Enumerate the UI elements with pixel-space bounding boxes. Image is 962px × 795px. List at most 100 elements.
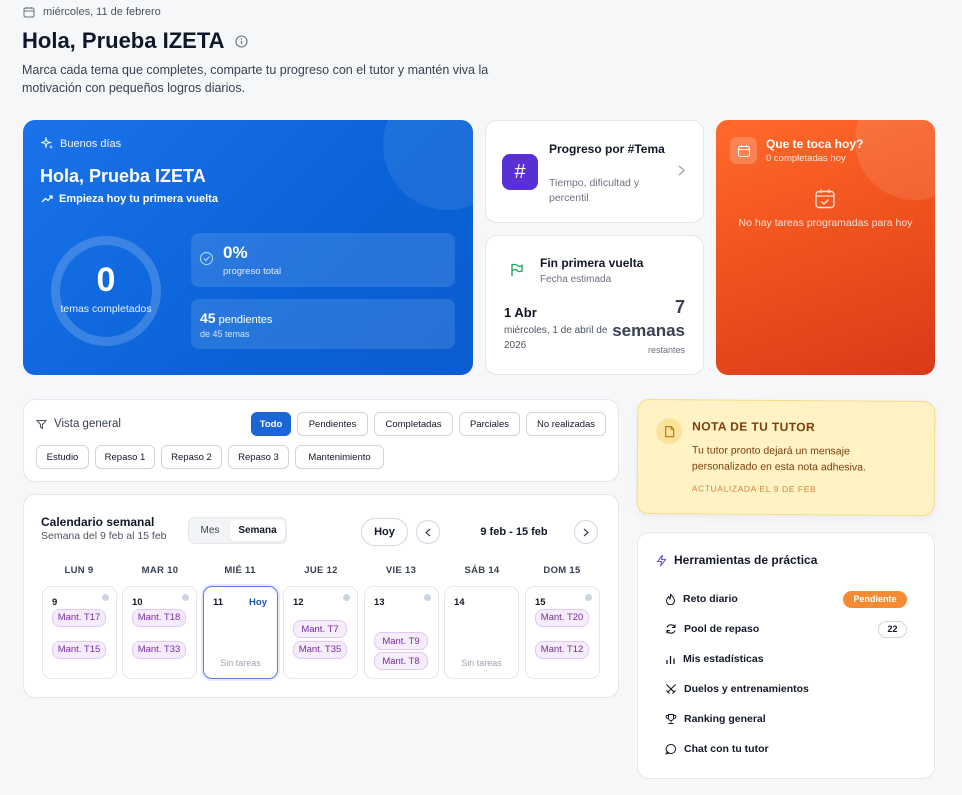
first-round-hint: Empieza hoy tu primera vuelta (41, 193, 218, 205)
day-cell-sat[interactable]: 14 Sin tareas (444, 586, 519, 679)
filter-chip-no-realizadas[interactable]: No realizadas (526, 412, 606, 436)
today-empty-message: No hay tareas programadas para hoy (738, 217, 913, 229)
task-tag[interactable]: Mant. T7 (293, 620, 347, 638)
today-subtitle: 0 completadas hoy (766, 153, 846, 164)
status-dot (343, 594, 350, 601)
current-date: miércoles, 11 de febrero (43, 6, 161, 18)
filters-panel: Vista general Todo Pendientes Completada… (23, 399, 619, 482)
page-title: Hola, Prueba IZETA (22, 28, 248, 54)
calendar-check-icon (815, 189, 835, 209)
filter-chip-repaso-2[interactable]: Repaso 2 (161, 445, 222, 469)
day-header-thu: JUE 12 (304, 565, 338, 576)
view-month-button[interactable]: Mes (200, 525, 220, 536)
today-marker: Hoy (249, 597, 267, 608)
tutor-note: NOTA DE TU TUTOR Tu tutor pronto dejará … (636, 398, 936, 517)
calendar-subtitle: Semana del 9 feb al 15 feb (41, 530, 167, 542)
weeks-remaining: restantes (647, 345, 685, 355)
status-dot (585, 594, 592, 601)
day-cell-mon[interactable]: 9 Mant. T17 Mant. T15 (42, 586, 117, 679)
task-tag[interactable]: Mant. T35 (293, 641, 347, 659)
finish-date-full: miércoles, 1 de abril de 2026 (504, 325, 608, 351)
day-cell-thu[interactable]: 12 Mant. T7 Mant. T35 (283, 586, 358, 679)
prev-week-button[interactable] (416, 520, 440, 544)
flag-icon (511, 263, 523, 276)
day-header-sun: DOM 15 (543, 565, 581, 576)
pending-count: 45 (200, 310, 216, 326)
filter-chip-todo[interactable]: Todo (251, 412, 291, 436)
calendar-title: Calendario semanal (41, 515, 155, 529)
filter-icon (36, 419, 47, 429)
status-dot (182, 594, 189, 601)
task-tag[interactable]: Mant. T12 (535, 641, 589, 659)
filter-chip-mantenimiento[interactable]: Mantenimiento (295, 445, 384, 469)
topic-progress-subtitle: Tiempo, dificultad y percentil (549, 177, 640, 204)
filter-chip-estudio[interactable]: Estudio (36, 445, 89, 469)
tool-chat-tutor[interactable]: Chat con tu tutor (665, 739, 769, 759)
weeks-count: 7 (674, 297, 685, 317)
topic-progress-card[interactable]: # Progreso por #Tema Tiempo, dificultad … (485, 120, 704, 223)
day-cell-wed-today[interactable]: 11 Hoy Sin tareas (203, 586, 278, 679)
day-cell-tue[interactable]: 10 Mant. T18 Mant. T33 (122, 586, 197, 679)
task-tag[interactable]: Mant. T17 (52, 609, 106, 627)
progress-value: 0% (223, 243, 248, 262)
info-icon[interactable] (234, 34, 248, 48)
greeting: Buenos días (41, 137, 121, 150)
filter-chip-pendientes[interactable]: Pendientes (297, 412, 368, 436)
trending-up-icon (41, 195, 53, 203)
task-tag[interactable]: Mant. T18 (132, 609, 186, 627)
review-pool-count: 22 (878, 621, 907, 638)
filter-chip-parciales[interactable]: Parciales (459, 412, 520, 436)
practice-tools: Herramientas de práctica (637, 532, 935, 779)
pending-word: pendientes (218, 314, 273, 326)
progress-stat: 0% progreso total (191, 233, 455, 287)
day-header-tue: MAR 10 (141, 565, 179, 576)
pending-total: de 45 temas (200, 329, 250, 339)
chat-icon (665, 744, 676, 755)
view-toggle: Mes Semana (188, 517, 287, 544)
tool-reto-diario[interactable]: Reto diario (665, 589, 738, 609)
tool-ranking[interactable]: Ranking general (665, 709, 766, 729)
pending-stat: 45 pendientes de 45 temas (191, 299, 455, 349)
note-updated: ACTUALIZADA EL 9 DE FEB (691, 483, 817, 495)
tool-pool-repaso[interactable]: Pool de repaso (665, 619, 759, 639)
calendar-icon (23, 7, 35, 18)
sparkles-icon (41, 137, 53, 149)
day-cell-sun[interactable]: 15 Mant. T20 Mant. T12 (525, 586, 600, 679)
progress-label: progreso total (223, 266, 282, 277)
chevron-right-icon (678, 165, 685, 176)
task-tag[interactable]: Mant. T8 (374, 652, 428, 670)
week-range: 9 feb - 15 feb (480, 526, 548, 538)
note-icon (656, 418, 683, 445)
finish-subtitle: Fecha estimada (540, 274, 612, 285)
completed-count: 0 (96, 261, 116, 299)
tool-estadisticas[interactable]: Mis estadísticas (665, 649, 764, 669)
weekly-calendar: Calendario semanal Semana del 9 feb al 1… (23, 494, 619, 698)
filter-chip-completadas[interactable]: Completadas (374, 412, 453, 436)
day-cell-fri[interactable]: 13 Mant. T9 Mant. T8 (364, 586, 439, 679)
refresh-icon (666, 624, 676, 634)
hero-card: Buenos días Hola, Prueba IZETA Empieza h… (23, 120, 473, 375)
task-tag[interactable]: Mant. T20 (535, 609, 589, 627)
chevron-right-icon (583, 528, 589, 536)
tool-duelos[interactable]: Duelos y entrenamientos (665, 679, 809, 699)
decorative-blob (855, 120, 935, 200)
day-header-fri: VIE 13 (385, 565, 417, 576)
task-tag[interactable]: Mant. T33 (132, 641, 186, 659)
view-week-button[interactable]: Semana (230, 520, 285, 541)
task-tag[interactable]: Mant. T9 (374, 632, 428, 650)
filter-chip-repaso-1[interactable]: Repaso 1 (95, 445, 155, 469)
status-dot (102, 594, 109, 601)
finish-date: 1 Abr (504, 305, 537, 320)
filter-chip-repaso-3[interactable]: Repaso 3 (228, 445, 289, 469)
finish-estimate-card: Fin primera vuelta Fecha estimada 1 Abr … (485, 235, 704, 375)
trophy-icon (665, 714, 677, 725)
page-subtitle: Marca cada tema que completes, comparte … (22, 63, 489, 95)
progress-ring (51, 236, 161, 346)
no-tasks-label: Sin tareas (461, 658, 502, 668)
today-button[interactable]: Hoy (361, 518, 408, 546)
next-week-button[interactable] (574, 520, 598, 544)
decorative-blob (383, 120, 473, 210)
finish-title: Fin primera vuelta (540, 256, 644, 270)
swords-icon (666, 684, 676, 694)
task-tag[interactable]: Mant. T15 (52, 641, 106, 659)
